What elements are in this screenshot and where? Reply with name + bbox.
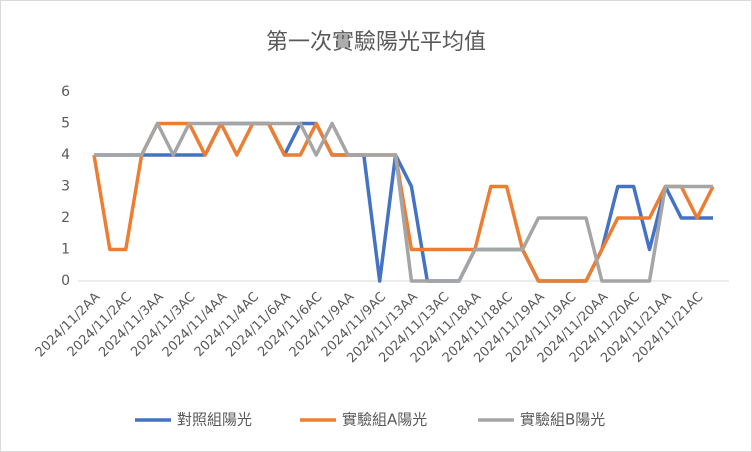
legend-label: 實驗組A陽光: [342, 411, 427, 429]
y-tick-label: 0: [61, 273, 70, 289]
legend-label: 實驗組B陽光: [520, 411, 605, 429]
y-tick-label: 3: [61, 179, 70, 195]
series-line: [94, 121, 713, 283]
series-line: [92, 121, 715, 283]
legend-label: 對照組陽光: [177, 411, 252, 429]
y-tick-label: 1: [61, 242, 70, 258]
y-tick-label: 2: [61, 210, 70, 226]
chart-title: 第一次實驗陽光平均值: [266, 30, 486, 55]
y-tick-label: 5: [61, 116, 70, 132]
y-tick-label: 4: [61, 147, 70, 163]
y-tick-label: 6: [61, 84, 70, 100]
series-line: [94, 121, 713, 283]
